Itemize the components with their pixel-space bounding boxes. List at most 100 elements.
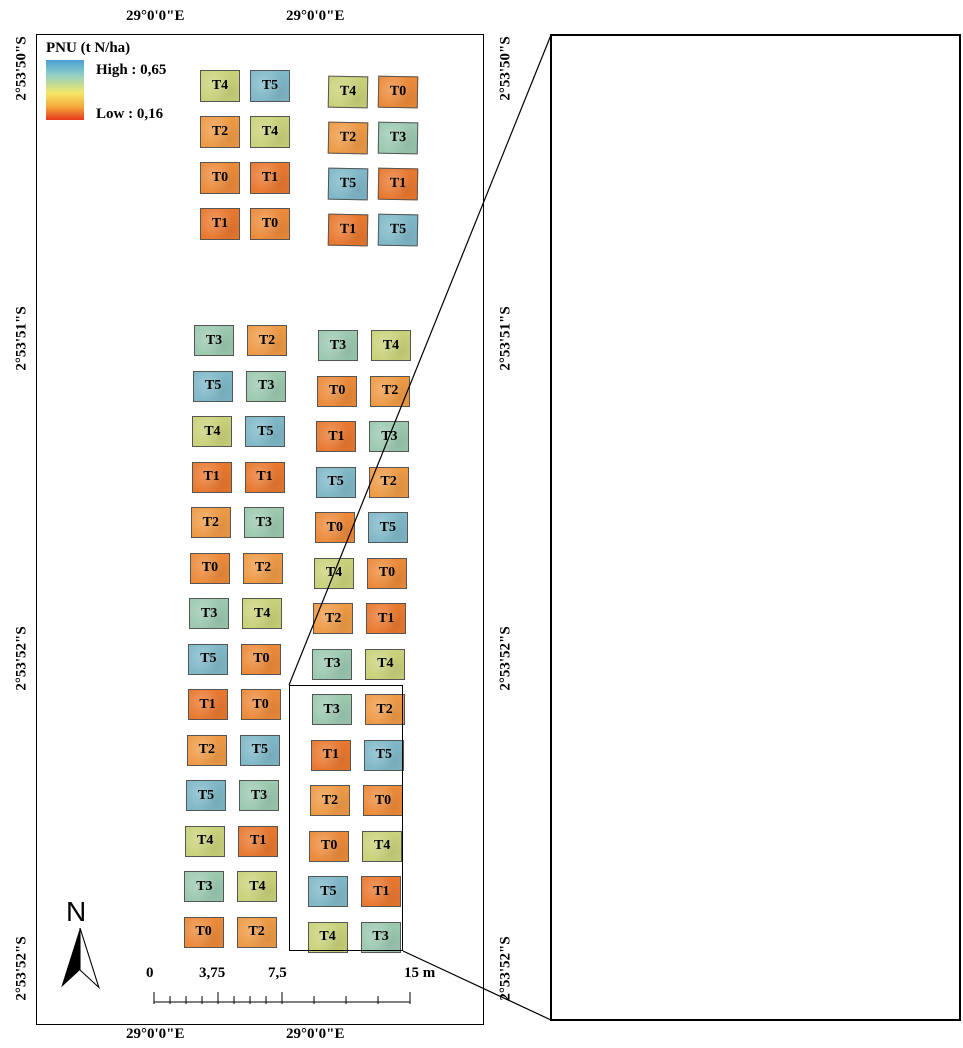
plot-label: T5 xyxy=(379,519,396,535)
left-latitude-3: 2°53'52"S xyxy=(13,626,30,691)
legend-color-ramp xyxy=(46,60,84,120)
plot-bottom-left: T1 xyxy=(238,825,279,857)
right-latitude-3: 2°53'52"S xyxy=(497,626,514,691)
plot-bottom-left: T3 xyxy=(184,871,225,902)
plot-bottom-right: T4 xyxy=(307,921,348,953)
plot-top-right: T3 xyxy=(377,121,419,155)
right-latitude-4: 2°53'52"S xyxy=(497,936,514,1001)
plot-bottom-left: T3 xyxy=(243,507,284,538)
plot-label: T3 xyxy=(381,428,398,444)
scale-tick-3: 15 m xyxy=(404,965,436,981)
right-latitude-1: 2°53'50"S xyxy=(497,36,514,101)
plot-top-right: T1 xyxy=(377,167,419,201)
plot-bottom-left: T5 xyxy=(186,780,226,811)
plot-bottom-left: T5 xyxy=(193,370,234,402)
inset-map-frame xyxy=(550,34,961,1021)
plot-label: T5 xyxy=(389,221,407,238)
plot-bottom-right: T3 xyxy=(312,648,353,680)
scale-tick-1: 3,75 xyxy=(199,965,226,981)
plot-label: T0 xyxy=(378,565,396,580)
plot-bottom-right: T2 xyxy=(364,694,405,725)
plot-label: T2 xyxy=(198,742,215,757)
plot-label: T4 xyxy=(325,565,343,580)
plot-label: T3 xyxy=(250,787,268,803)
plot-bottom-right: T2 xyxy=(370,375,411,407)
legend-title: PNU (t N/ha) xyxy=(46,40,131,56)
plot-top-left: T0 xyxy=(200,162,240,194)
plot-label: T3 xyxy=(196,878,213,894)
plot-label: T3 xyxy=(389,129,407,146)
scale-tick-2: 7,5 xyxy=(268,965,287,981)
north-arrow-icon xyxy=(61,928,100,990)
plot-label: T1 xyxy=(328,428,345,444)
plot-bottom-right: T4 xyxy=(365,648,406,680)
plot-bottom-left: T3 xyxy=(189,598,230,629)
left-latitude-1: 2°53'50"S xyxy=(13,36,30,101)
plot-bottom-left: T0 xyxy=(183,916,224,948)
plot-top-left: T4 xyxy=(200,70,240,102)
plot-label: T0 xyxy=(261,216,279,231)
plot-label: T0 xyxy=(329,383,346,398)
plot-label: T2 xyxy=(254,560,272,575)
plot-label: T3 xyxy=(324,656,341,671)
plot-top-right: T2 xyxy=(327,121,369,155)
plot-label: T1 xyxy=(203,469,220,484)
plot-label: T2 xyxy=(339,129,357,146)
plot-label: T4 xyxy=(204,423,221,439)
plot-label: T2 xyxy=(248,924,265,939)
plot-bottom-left: T3 xyxy=(194,325,234,356)
plot-label: T1 xyxy=(211,216,229,231)
plot-label: T0 xyxy=(211,170,229,185)
plot-bottom-right: T2 xyxy=(368,466,409,498)
plot-bottom-right: T4 xyxy=(362,830,403,862)
plot-label: T2 xyxy=(202,514,219,530)
plot-label: T4 xyxy=(382,337,400,353)
plot-label: T2 xyxy=(321,792,339,808)
plot-bottom-left: T2 xyxy=(243,552,283,584)
plot-label: T4 xyxy=(261,124,279,139)
plot-label: T2 xyxy=(380,474,397,489)
plot-bottom-left: T3 xyxy=(246,370,287,402)
plot-bottom-left: T4 xyxy=(242,598,283,629)
plot-bottom-left: T2 xyxy=(190,507,231,538)
plot-label: T3 xyxy=(323,701,340,717)
plot-bottom-right: T5 xyxy=(367,512,408,543)
plot-label: T5 xyxy=(251,742,268,757)
plot-label: T1 xyxy=(250,833,267,848)
plot-label: T1 xyxy=(339,221,357,238)
plot-bottom-right: T2 xyxy=(310,785,350,816)
plot-label: T5 xyxy=(200,651,217,666)
left-latitude-2: 2°53'51"S xyxy=(13,306,30,371)
plot-top-right: T1 xyxy=(327,213,369,247)
plot-bottom-right: T0 xyxy=(317,375,358,407)
plot-bottom-left: T1 xyxy=(244,461,285,493)
plot-bottom-left: T5 xyxy=(245,416,286,447)
plot-label: T5 xyxy=(205,378,222,393)
plot-label: T4 xyxy=(319,929,336,944)
plot-bottom-right: T3 xyxy=(318,330,358,361)
plot-top-left: T1 xyxy=(200,208,240,240)
plot-label: T0 xyxy=(374,792,392,808)
plot-label: T3 xyxy=(258,378,275,393)
plot-top-left: T5 xyxy=(250,70,290,102)
plot-label: T2 xyxy=(376,701,393,717)
plot-label: T3 xyxy=(201,605,218,621)
plot-label: T3 xyxy=(255,514,272,530)
plot-bottom-left: T3 xyxy=(239,780,279,811)
plot-label: T1 xyxy=(261,170,279,185)
zoom-extent-box xyxy=(289,685,403,951)
plot-label: T4 xyxy=(254,605,271,621)
plot-bottom-left: T0 xyxy=(190,552,230,584)
plot-label: T4 xyxy=(374,838,391,853)
plot-bottom-right: T0 xyxy=(363,785,403,816)
legend-low-label: Low : 0,16 xyxy=(96,106,164,122)
plot-label: T4 xyxy=(377,656,394,671)
plot-top-left: T4 xyxy=(250,116,290,148)
legend-high-label: High : 0,65 xyxy=(96,62,167,78)
plot-bottom-right: T1 xyxy=(316,421,357,452)
plot-top-right: T5 xyxy=(327,167,369,201)
plot-top-right: T0 xyxy=(377,75,419,109)
plot-bottom-right: T3 xyxy=(369,421,410,452)
plot-bottom-right: T5 xyxy=(308,876,349,907)
plot-bottom-right: T0 xyxy=(309,830,350,862)
